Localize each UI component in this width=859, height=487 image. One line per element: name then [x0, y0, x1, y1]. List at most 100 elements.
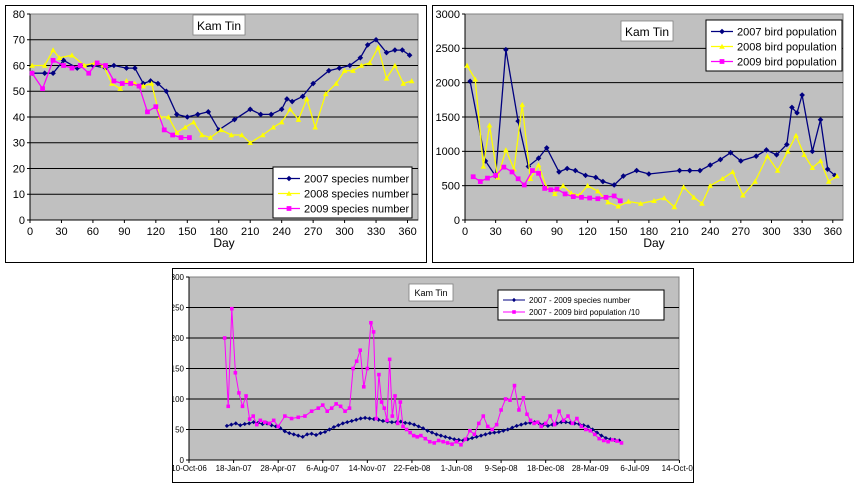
data-point: [278, 426, 283, 431]
data-point: [595, 196, 601, 202]
legend-entry: 2007 - 2009 bird population /10: [529, 308, 640, 317]
data-point: [343, 409, 347, 413]
y-tick-label: 150: [173, 364, 185, 373]
x-tick-label: 300: [762, 226, 780, 238]
legend-marker: [286, 175, 292, 182]
chart-title: Kam Tin: [197, 19, 241, 33]
data-point: [764, 153, 771, 159]
data-point: [550, 422, 555, 427]
data-point: [41, 70, 48, 77]
data-point: [582, 172, 589, 179]
x-tick-label: 240: [272, 226, 290, 238]
x-tick-label: 150: [609, 226, 627, 238]
data-point: [377, 372, 381, 377]
data-point: [570, 194, 576, 200]
x-tick-label: 60: [87, 226, 99, 238]
data-point: [620, 173, 627, 179]
data-point: [347, 406, 352, 410]
data-point: [651, 197, 657, 204]
x-tick-label: 120: [578, 226, 596, 238]
x-tick-label: 30: [55, 226, 67, 238]
data-point: [501, 428, 506, 433]
data-point: [231, 116, 238, 123]
legend-marker: [511, 297, 517, 303]
data-point: [605, 199, 611, 205]
data-point: [801, 151, 807, 158]
data-point: [793, 132, 799, 138]
x-tick-label: 28-Apr-07: [260, 464, 296, 473]
data-point: [333, 80, 340, 86]
data-point: [480, 163, 487, 169]
data-point: [483, 432, 488, 437]
title-box: [192, 14, 246, 36]
x-tick-label: 120: [147, 226, 165, 238]
data-point: [610, 438, 615, 442]
data-point: [459, 442, 463, 447]
data-point: [559, 420, 564, 425]
chart-title: Kam Tin: [625, 25, 669, 39]
x-axis-label: Day: [643, 236, 664, 250]
species-number-chart: 0 10 20 30 40 50 60 70 80 0 30 60 90 120 150 180 210 240 2…: [13, 9, 419, 250]
data-point: [354, 417, 359, 422]
data-point: [267, 421, 272, 426]
data-point: [517, 408, 521, 412]
data-point: [40, 86, 45, 92]
bird-population-chart: 0 500 1000 1500 2000 2500 3000 0 30 60 90 120 150 180…: [436, 9, 844, 250]
data-point: [477, 179, 483, 184]
data-point: [123, 78, 130, 84]
data-point: [271, 418, 276, 423]
data-point: [194, 111, 201, 118]
data-point: [470, 174, 476, 180]
data-point: [270, 124, 277, 130]
data-point: [103, 63, 108, 68]
data-point: [190, 119, 197, 125]
data-point: [597, 436, 601, 441]
data-point: [501, 164, 507, 170]
data-point: [515, 176, 521, 182]
data-point: [278, 119, 285, 125]
data-point: [763, 147, 770, 153]
data-point: [325, 409, 330, 413]
data-point: [304, 96, 310, 102]
x-tick-label: 180: [210, 226, 228, 238]
data-point: [646, 171, 652, 177]
data-point: [523, 421, 528, 426]
data-point: [296, 415, 301, 420]
data-point: [222, 336, 227, 340]
data-point: [404, 427, 409, 432]
data-point: [226, 404, 231, 409]
data-point: [399, 47, 406, 53]
y-tick-label: 30: [13, 138, 25, 150]
x-tick-label: 180: [640, 226, 658, 238]
x-tick-label: 300: [335, 226, 353, 238]
data-point: [111, 78, 117, 84]
data-point: [774, 167, 781, 173]
data-point: [592, 432, 597, 437]
data-point: [128, 81, 134, 86]
data-point: [560, 182, 566, 188]
y-tick-label: 1500: [436, 112, 460, 124]
data-point: [699, 200, 705, 206]
data-point: [94, 60, 100, 66]
data-point: [289, 416, 294, 421]
data-point: [340, 421, 345, 426]
data-point: [608, 437, 613, 442]
data-point: [331, 424, 337, 430]
y-tick-label: 50: [175, 425, 184, 434]
data-point: [514, 423, 519, 428]
y-tick-label: 20: [13, 163, 25, 175]
x-tick-label: 330: [793, 226, 811, 238]
data-point: [503, 147, 509, 153]
data-point: [258, 418, 263, 423]
data-point: [490, 427, 494, 432]
data-point: [170, 132, 175, 138]
data-point: [161, 127, 167, 133]
data-point: [784, 141, 790, 148]
legend-entry: 2008 species number: [304, 189, 410, 201]
x-tick-label: 22-Feb-08: [393, 464, 430, 473]
title-box: [408, 283, 454, 302]
x-tick-label: 150: [178, 226, 196, 238]
data-point: [429, 430, 435, 435]
data-point: [619, 441, 624, 445]
data-point: [239, 132, 245, 138]
